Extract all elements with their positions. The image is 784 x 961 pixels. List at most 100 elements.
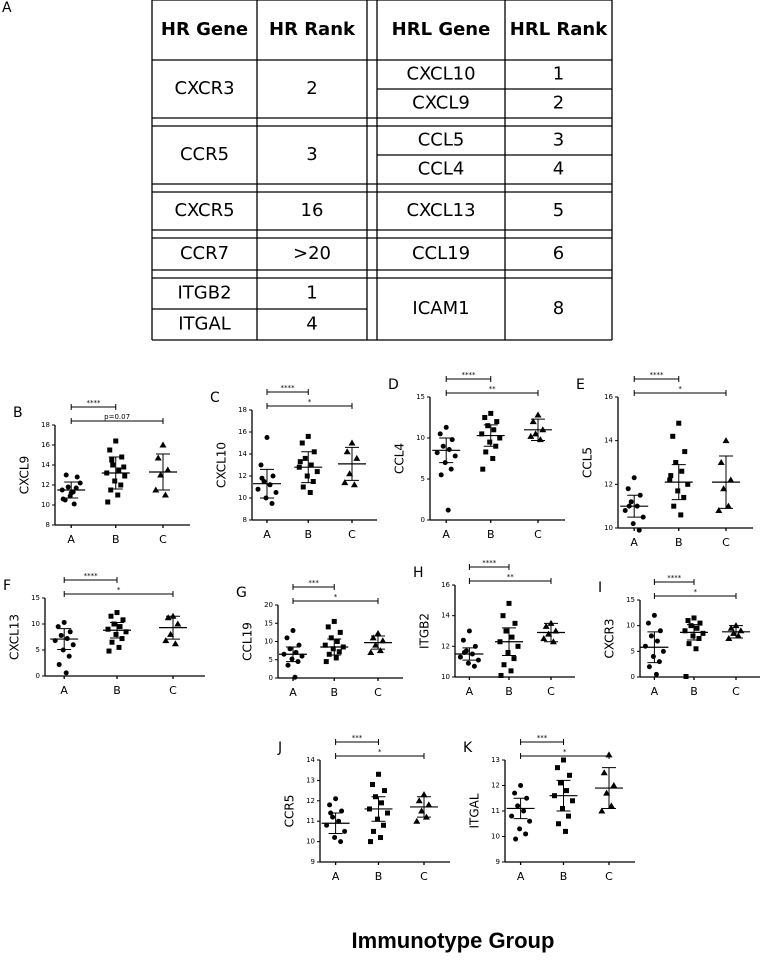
y-tick-label: 12 [41, 481, 50, 489]
y-tick-label: 10 [626, 622, 635, 630]
data-point [560, 805, 565, 811]
x-tick-label: A [517, 870, 525, 883]
data-point [656, 659, 662, 665]
data-point [517, 826, 523, 832]
data-point [515, 803, 521, 809]
y-tick-label: 0 [36, 672, 40, 680]
data-point [697, 620, 703, 626]
data-point [107, 447, 113, 453]
y-tick-label: 0 [421, 516, 425, 524]
error-bar [371, 796, 386, 822]
table-cell: CCR5 [180, 144, 229, 165]
significance-label: **** [281, 384, 296, 392]
data-point [668, 473, 674, 479]
significance-bracket [292, 584, 335, 590]
data-point [466, 628, 472, 634]
significance-label: ** [507, 573, 515, 581]
data-point [529, 418, 537, 425]
y-tick-label: 18 [238, 406, 247, 414]
data-point [119, 636, 125, 642]
data-point [371, 828, 376, 834]
data-point [438, 472, 444, 478]
data-point [681, 494, 687, 500]
data-point [471, 663, 477, 669]
significance-bracket [335, 753, 425, 759]
data-point [330, 646, 336, 652]
data-point [636, 527, 642, 533]
data-point [111, 621, 117, 627]
data-point [682, 449, 688, 455]
data-point [564, 788, 569, 794]
table-cell: 5 [553, 200, 564, 221]
data-point [113, 438, 119, 444]
significance-label: p=0.07 [104, 413, 130, 421]
data-point [532, 430, 540, 437]
data-point [378, 835, 383, 841]
y-tick-label: 0 [631, 673, 635, 681]
data-point [300, 484, 306, 490]
data-point [534, 411, 542, 418]
y-tick-label: 16 [238, 428, 247, 436]
x-tick-label: B [330, 686, 338, 699]
table-cell: CXCL9 [412, 93, 470, 114]
error-bar [108, 456, 123, 490]
data-point [651, 612, 657, 618]
data-point [480, 466, 486, 472]
data-point [121, 464, 127, 470]
data-point [418, 807, 426, 814]
data-point [152, 486, 160, 493]
significance-label: * [563, 748, 567, 756]
significance-label: ** [489, 385, 497, 393]
data-point [501, 662, 507, 668]
data-point [109, 457, 115, 463]
data-point [511, 656, 517, 662]
data-point [440, 443, 446, 449]
data-point [727, 476, 735, 483]
data-point [269, 501, 275, 506]
table-cell: CXCL13 [406, 200, 475, 221]
error-bar [439, 437, 454, 464]
significance-label: * [308, 398, 312, 406]
data-point [292, 674, 298, 680]
y-tick-label: 14 [604, 437, 613, 445]
data-point [556, 821, 561, 827]
x-tick-label: B [690, 685, 698, 698]
error-bar [729, 625, 743, 639]
significance-bracket [520, 739, 564, 745]
data-point [515, 643, 521, 649]
x-tick-label: A [289, 686, 297, 699]
table-cell: 4 [306, 314, 317, 335]
data-point [483, 449, 489, 455]
error-bar [627, 494, 642, 518]
data-point [353, 454, 361, 461]
error-bar [462, 647, 477, 661]
data-point [58, 632, 64, 638]
data-point [115, 492, 121, 498]
data-point [670, 433, 676, 439]
data-point [648, 633, 654, 639]
table-cell: >20 [293, 243, 331, 264]
significance-bracket [445, 376, 492, 382]
y-tick-label: 14 [306, 756, 315, 764]
data-point [513, 836, 519, 842]
data-point [123, 629, 129, 635]
data-point [491, 427, 497, 433]
data-point [625, 486, 631, 492]
data-point [563, 828, 568, 834]
table-cell: 3 [553, 130, 564, 151]
x-tick-label: C [159, 533, 167, 546]
data-point [174, 620, 182, 627]
error-bar [286, 646, 300, 663]
data-point [686, 641, 692, 647]
table-cell: ICAM1 [412, 298, 469, 319]
table-header: HR Rank [269, 19, 356, 40]
table-cell: ITGB2 [177, 283, 231, 304]
data-point [375, 816, 380, 822]
data-point [479, 431, 485, 437]
data-point [673, 460, 679, 465]
x-tick-label: A [332, 870, 340, 883]
error-bar [531, 418, 545, 441]
y-tick-label: 13 [491, 756, 500, 764]
panel-letter: B [13, 405, 23, 421]
